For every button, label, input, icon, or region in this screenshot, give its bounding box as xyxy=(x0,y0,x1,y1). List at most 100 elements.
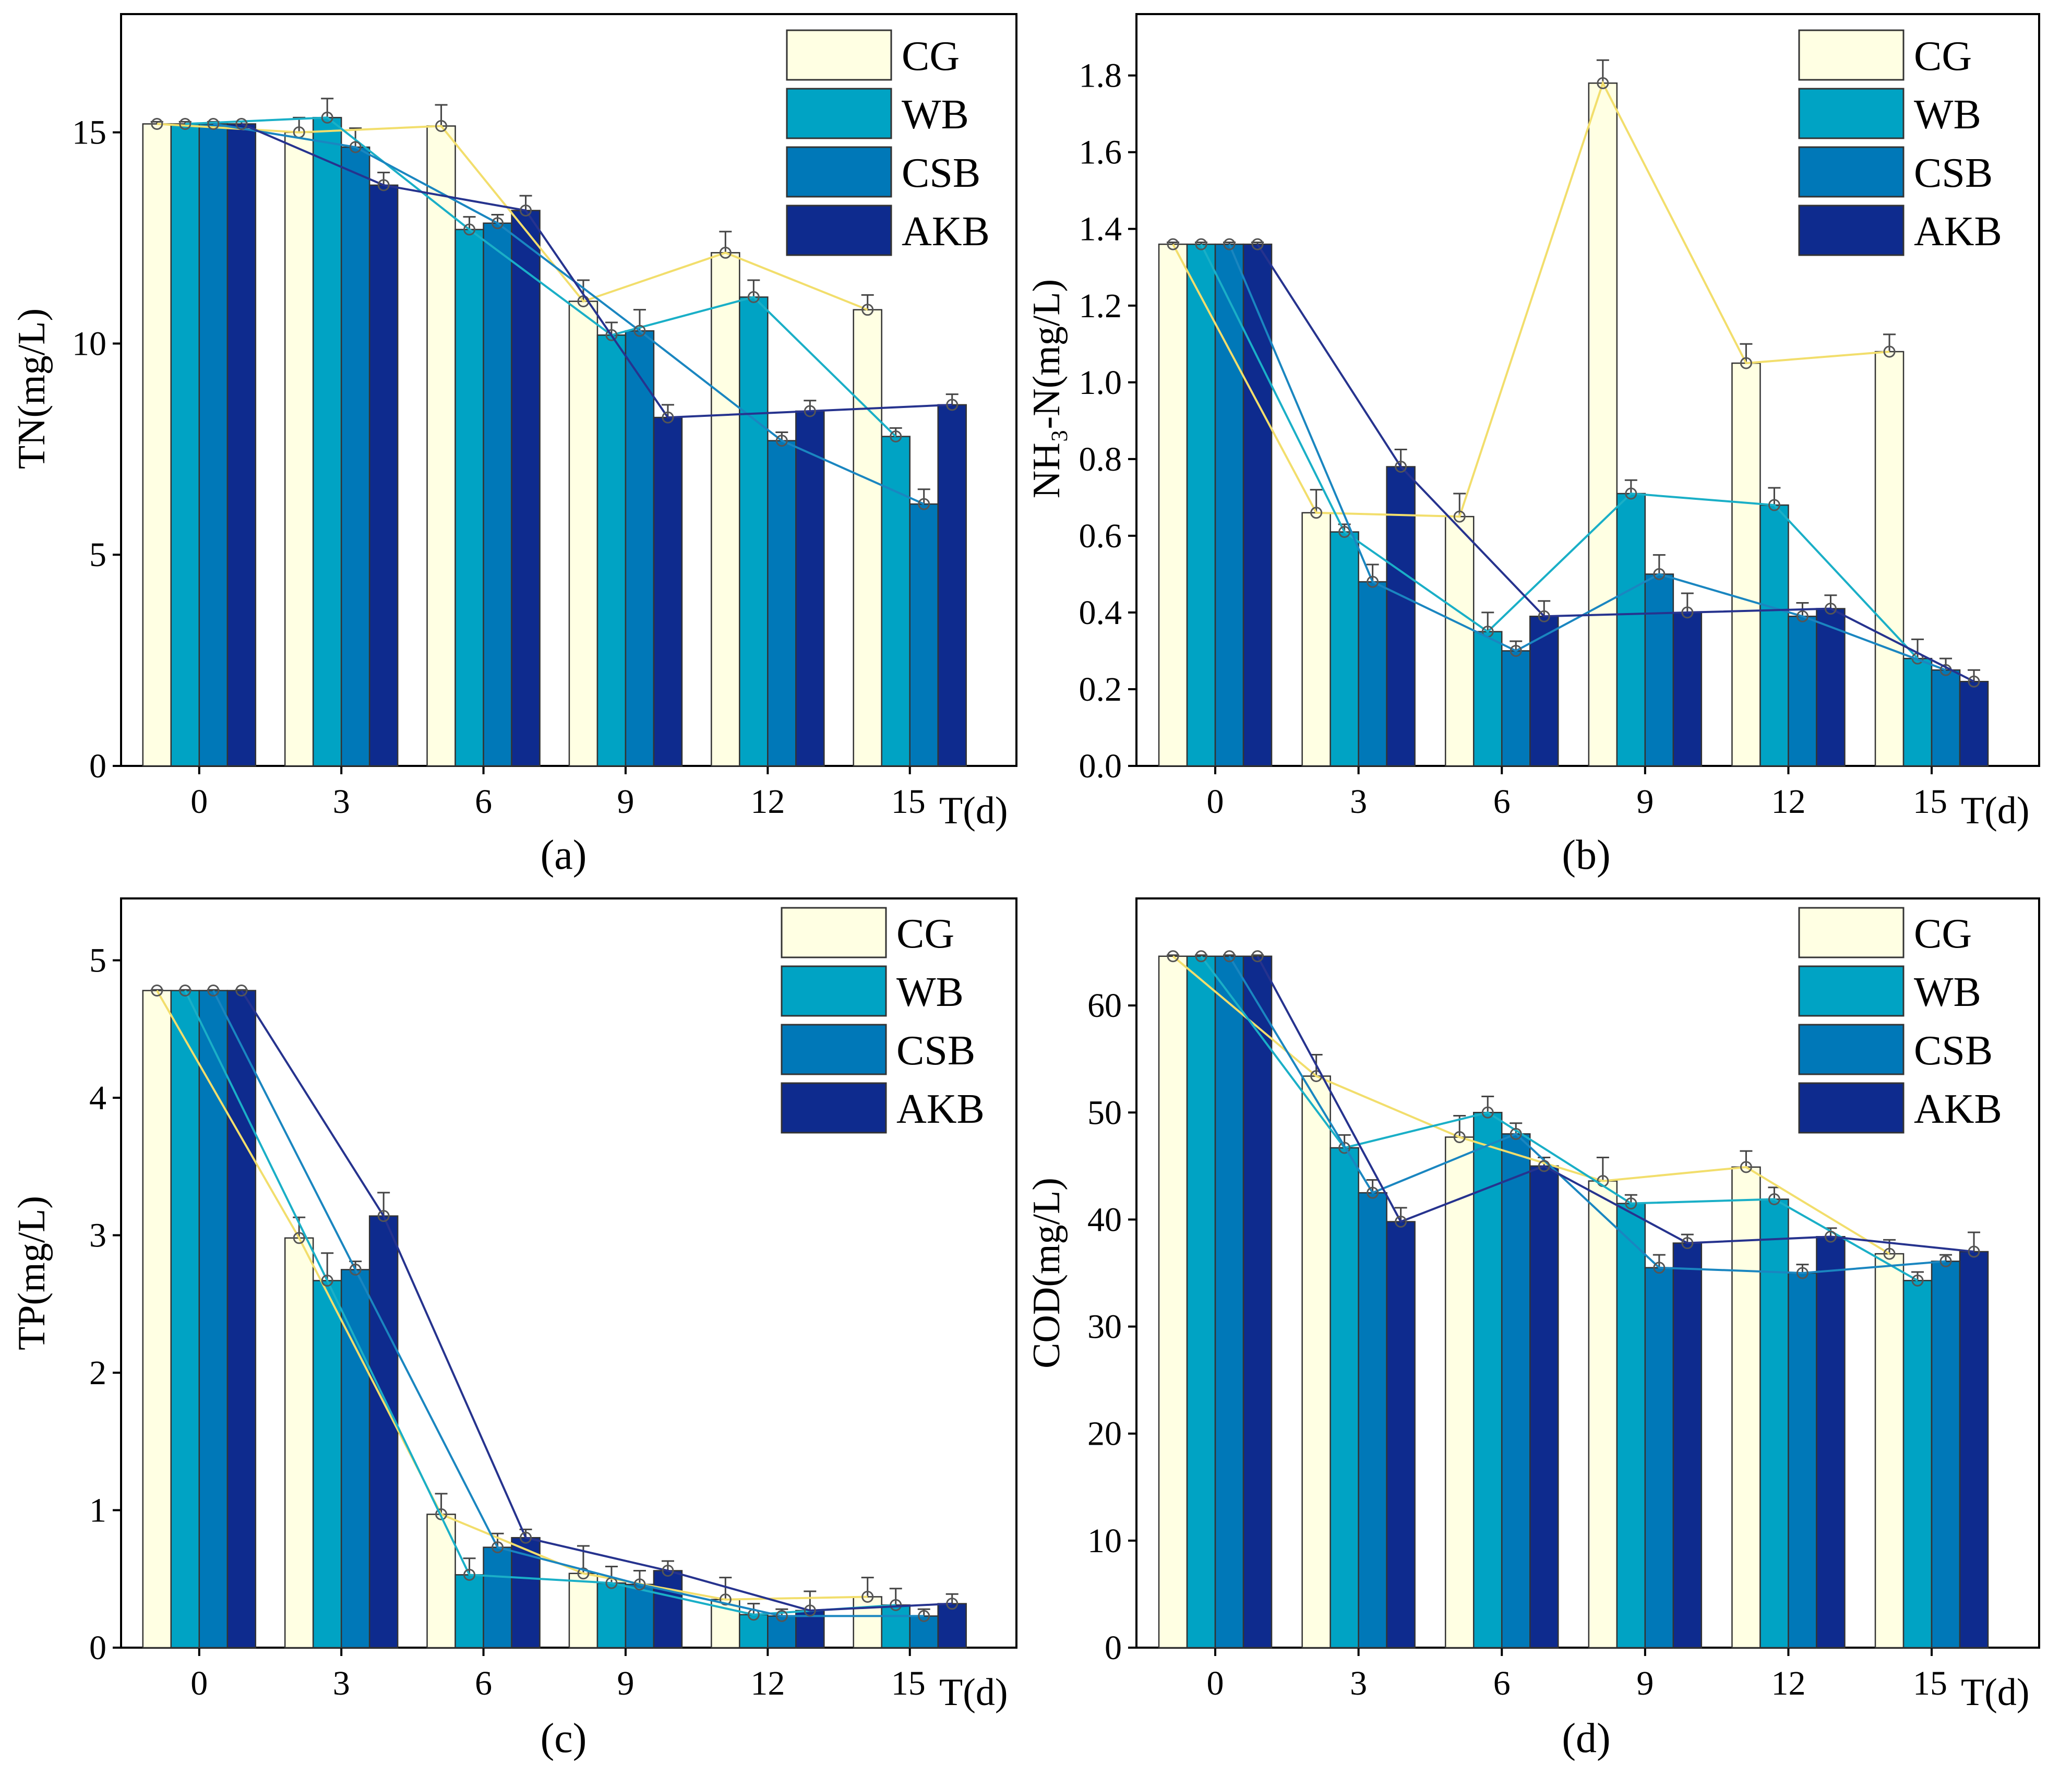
panel-c-ylabel: TP(mg/L) xyxy=(10,1196,53,1350)
panel-c-legend-label-cg: CG xyxy=(896,911,954,957)
panel-c-xtick-label: 0 xyxy=(190,1664,208,1702)
panel-b-point-csb xyxy=(1653,568,1666,580)
panel-b-ytick-label: 0.0 xyxy=(1079,747,1122,785)
panel-b-point-csb xyxy=(1510,644,1522,657)
panel-c-bar-cg xyxy=(568,1573,598,1649)
panel-b-point-akb xyxy=(1395,461,1407,473)
panel-c-bar-cg xyxy=(284,1237,314,1649)
panel-d-bar-akb xyxy=(1672,1242,1703,1649)
panel-d-point-wb xyxy=(1625,1197,1637,1210)
panel-d-bar-wb xyxy=(1759,1198,1789,1649)
panel-a-point-csb xyxy=(775,435,788,447)
panel-b-legend: CG WB CSB AKB xyxy=(1798,29,2002,256)
panel-b-ytick-label: 0.8 xyxy=(1079,440,1122,478)
panel-d-point-cg xyxy=(1883,1247,1896,1260)
panel-b-ytick-label: 0.2 xyxy=(1079,670,1122,709)
panel-a-bar-csb xyxy=(625,330,655,767)
panel-d-point-wb xyxy=(1911,1274,1924,1287)
panel-a-legend-swatch-csb xyxy=(786,146,892,198)
panel-d-point-wb xyxy=(1481,1106,1494,1119)
panel-c-bar-csb xyxy=(198,990,229,1649)
panel-c-legend-swatch-wb xyxy=(781,965,887,1017)
panel-d-point-akb xyxy=(1968,1245,1980,1258)
panel-c-bar-akb xyxy=(511,1537,541,1649)
panel-c-ytick-label: 3 xyxy=(89,1217,106,1255)
panel-a-xtick-label: 6 xyxy=(475,783,492,821)
panel-b-bar-cg xyxy=(1301,512,1331,767)
panel-d-legend-label-csb: CSB xyxy=(1914,1028,1993,1074)
panel-a-legend-label-csb: CSB xyxy=(902,150,980,196)
panel-d-point-akb xyxy=(1538,1160,1550,1172)
panel-d-bar-csb xyxy=(1358,1192,1387,1649)
panel-c-bar-csb xyxy=(340,1269,370,1649)
panel-c-point-cg xyxy=(861,1591,874,1603)
panel-a-bar-cg xyxy=(142,123,172,767)
panel-d-ytick-label: 60 xyxy=(1087,987,1122,1025)
panel-b-point-cg xyxy=(1310,507,1323,519)
panel-c-line-csb xyxy=(212,990,924,1617)
panel-a-point-akb xyxy=(235,117,248,130)
panel-b-ytick-label: 1.8 xyxy=(1079,57,1122,95)
panel-c-bar-akb xyxy=(368,1215,399,1649)
panel-a-point-wb xyxy=(463,223,476,236)
panel-c-point-akb xyxy=(520,1531,532,1544)
panel-b-ytick-label: 1.4 xyxy=(1079,210,1122,248)
panel-b-frame xyxy=(1135,13,2040,767)
panel-d-line-akb xyxy=(1256,955,1974,1253)
panel-c-legend-label-csb: CSB xyxy=(896,1028,975,1074)
panel-a-xtick-label: 3 xyxy=(333,783,350,821)
panel-d-xtick-label: 6 xyxy=(1493,1664,1511,1702)
panel-a-point-akb xyxy=(662,411,674,424)
panel-c-point-cg xyxy=(577,1567,590,1580)
panel-d-point-cg xyxy=(1740,1161,1752,1173)
panel-d-bar-cg xyxy=(1874,1253,1905,1649)
panel-b-point-cg xyxy=(1883,345,1896,358)
panel-d-bar-csb xyxy=(1501,1133,1531,1649)
panel-d-bar-akb xyxy=(1529,1165,1559,1649)
panel-b-line-akb xyxy=(1256,244,1974,683)
panel-b-ytick-label: 0.4 xyxy=(1079,594,1122,632)
panel-d-ytick-label: 40 xyxy=(1087,1201,1122,1239)
panel-b-xtick-label: 3 xyxy=(1350,783,1367,821)
panel-b-legend-swatch-csb xyxy=(1798,146,1905,198)
panel-d-legend-label-wb: WB xyxy=(1914,969,1981,1015)
panel-d-legend-swatch-cg xyxy=(1798,907,1905,958)
panel-c-bar-akb xyxy=(226,990,257,1649)
panel-a-point-cg xyxy=(435,120,448,133)
panel-c-legend-label-akb: AKB xyxy=(896,1086,985,1132)
panel-a-point-cg xyxy=(861,304,874,316)
panel-c-caption: (c) xyxy=(541,1715,587,1761)
panel-b-bar-cg xyxy=(1158,243,1188,767)
panel-b-point-wb xyxy=(1195,238,1207,250)
panel-c-legend-label-wb: WB xyxy=(896,969,964,1015)
panel-b-bar-akb xyxy=(1242,243,1273,767)
panel-d-bar-akb xyxy=(1816,1236,1846,1649)
panel-c-point-akb xyxy=(235,985,248,997)
panel-a-point-cg xyxy=(151,117,163,130)
panel-d-xtick-label: 0 xyxy=(1207,1664,1224,1702)
panel-c-bar-akb xyxy=(653,1570,683,1649)
panel-d-point-csb xyxy=(1653,1262,1666,1274)
panel-b-xtick-label: 12 xyxy=(1771,783,1805,821)
panel-a-xtick-label: 15 xyxy=(891,783,926,821)
panel-b: 0.0 0.2 0.4 0.6 0.8 1.0 1.2 1.4 1.6 1.8 0 3 6 9 12 15 N… xyxy=(1025,13,2040,878)
panel-d-ytick-label: 30 xyxy=(1087,1308,1122,1346)
panel-c-point-cg xyxy=(719,1593,732,1606)
panel-a-legend-label-akb: AKB xyxy=(902,209,990,255)
panel-d-bar-akb xyxy=(1242,955,1273,1649)
panel-c-line-cg xyxy=(156,990,868,1601)
panel-a-plot: 0 5 10 15 0 3 6 9 12 15 xyxy=(72,13,1017,821)
panel-b-xlabel: T(d) xyxy=(1961,789,2030,832)
panel-a-bar-wb xyxy=(454,229,484,767)
panel-a-bar-akb xyxy=(511,210,541,767)
panel-c-ytick-label: 0 xyxy=(89,1629,106,1667)
panel-d-legend-swatch-csb xyxy=(1798,1024,1905,1075)
panel-a-bar-akb xyxy=(226,123,257,767)
panel-c-legend-swatch-akb xyxy=(781,1082,887,1134)
panel-a-bar-cg xyxy=(711,252,740,767)
panel-c-legend-swatch-csb xyxy=(781,1024,887,1075)
panel-d-bar-akb xyxy=(1386,1221,1416,1649)
panel-a-bar-wb xyxy=(881,436,911,767)
panel-a-line-csb xyxy=(213,123,925,505)
panel-a-point-wb xyxy=(321,111,333,124)
